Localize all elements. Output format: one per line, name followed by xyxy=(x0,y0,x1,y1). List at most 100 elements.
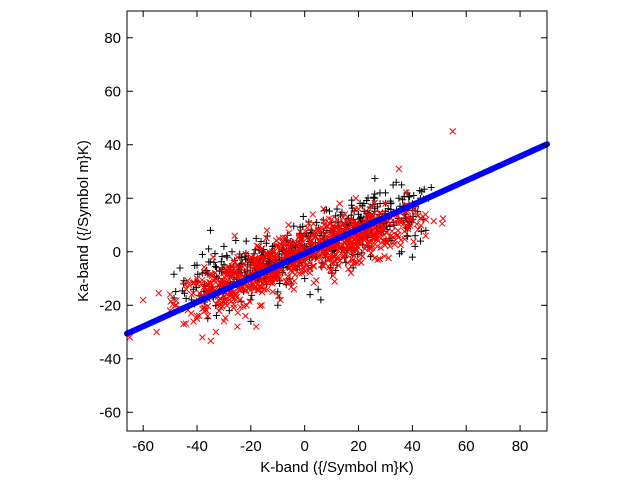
cross-marker xyxy=(330,259,338,267)
cross-marker xyxy=(277,296,284,304)
plus-marker xyxy=(395,194,403,202)
plus-marker xyxy=(398,248,406,256)
cross-marker xyxy=(361,234,369,242)
x-tick-label: -20 xyxy=(240,438,262,455)
cross-marker xyxy=(289,268,297,276)
cross-marker xyxy=(180,320,187,328)
y-tick-label: -40 xyxy=(99,351,121,368)
plus-marker xyxy=(399,196,407,204)
cross-marker xyxy=(310,279,318,287)
cross-marker xyxy=(285,278,293,285)
cross-marker xyxy=(273,250,280,257)
y-tick-label: 0 xyxy=(113,244,121,261)
cross-marker xyxy=(328,216,335,224)
cross-marker xyxy=(385,254,392,262)
cross-marker xyxy=(414,225,422,233)
cross-marker xyxy=(201,268,208,276)
cross-marker xyxy=(352,219,360,227)
cross-marker xyxy=(227,270,235,278)
cross-marker xyxy=(361,245,369,253)
plus-marker xyxy=(176,264,184,272)
plus-marker xyxy=(392,178,400,186)
cross-marker xyxy=(271,253,279,261)
cross-marker xyxy=(309,210,317,218)
fit-line-layer xyxy=(124,141,550,337)
cross-marker xyxy=(374,243,381,250)
cross-marker xyxy=(153,328,160,336)
y-tick-label: 60 xyxy=(104,83,121,100)
cross-marker xyxy=(413,220,421,228)
cross-marker xyxy=(422,232,430,240)
plus-marker xyxy=(411,242,419,250)
cross-marker xyxy=(306,264,314,272)
cross-marker xyxy=(233,293,241,301)
plus-marker xyxy=(274,288,282,296)
cross-marker xyxy=(215,296,222,304)
plus-marker xyxy=(248,291,256,299)
cross-marker xyxy=(184,277,191,285)
cross-marker xyxy=(388,227,396,235)
cross-marker xyxy=(335,247,342,254)
plus-marker xyxy=(355,210,363,218)
cross-marker xyxy=(387,232,395,240)
cross-marker xyxy=(439,215,447,222)
y-tick-label: -20 xyxy=(99,297,121,314)
cross-marker xyxy=(407,215,415,222)
cross-marker xyxy=(258,301,265,309)
cross-marker xyxy=(383,238,391,246)
cross-marker xyxy=(320,262,327,270)
plus-marker xyxy=(217,258,225,266)
cross-marker xyxy=(217,276,225,284)
cross-marker xyxy=(287,243,295,251)
fit-line xyxy=(124,141,550,337)
cross-marker xyxy=(290,277,298,285)
cross-marker xyxy=(276,274,284,282)
cross-marker xyxy=(260,285,268,293)
cross-marker xyxy=(217,295,225,303)
cross-marker xyxy=(355,205,362,213)
cross-marker xyxy=(369,226,377,234)
cross-marker xyxy=(255,243,262,250)
plus-marker xyxy=(198,250,206,258)
cross-marker xyxy=(207,280,214,288)
cross-marker xyxy=(395,165,403,173)
cross-marker xyxy=(301,243,309,250)
cross-marker xyxy=(182,320,190,327)
cross-marker xyxy=(263,227,271,234)
cross-marker xyxy=(330,253,338,260)
cross-marker xyxy=(368,241,376,249)
cross-marker xyxy=(314,227,322,234)
plus-marker xyxy=(422,226,430,234)
cross-marker xyxy=(343,237,350,245)
cross-marker xyxy=(281,234,289,242)
cross-marker xyxy=(251,255,259,263)
plus-marker xyxy=(398,181,406,189)
x-axis-label: K-band ({/Symbol m}K) xyxy=(260,459,413,476)
plus-marker xyxy=(381,189,389,197)
cross-marker xyxy=(304,224,311,232)
cross-marker xyxy=(193,315,201,322)
plus-marker xyxy=(371,194,379,202)
cross-marker xyxy=(139,296,147,304)
x-tick-label: 20 xyxy=(350,438,367,455)
cross-marker xyxy=(234,263,242,271)
cross-marker xyxy=(353,234,361,241)
cross-marker xyxy=(336,200,344,207)
cross-marker xyxy=(291,242,298,249)
cross-marker xyxy=(329,272,337,279)
cross-marker xyxy=(290,285,298,293)
cross-marker xyxy=(386,242,394,250)
cross-marker xyxy=(376,233,383,241)
plus-marker xyxy=(306,291,314,299)
cross-marker xyxy=(252,264,260,272)
cross-marker xyxy=(386,220,394,227)
cross-marker xyxy=(310,220,317,228)
cross-marker xyxy=(242,312,249,320)
cross-marker xyxy=(271,275,279,283)
cross-marker xyxy=(352,194,360,202)
plus-marker xyxy=(246,267,254,275)
cross-marker xyxy=(410,210,418,218)
cross-marker xyxy=(285,229,293,236)
cross-marker xyxy=(283,278,290,285)
y-tick-label: 80 xyxy=(104,30,121,47)
